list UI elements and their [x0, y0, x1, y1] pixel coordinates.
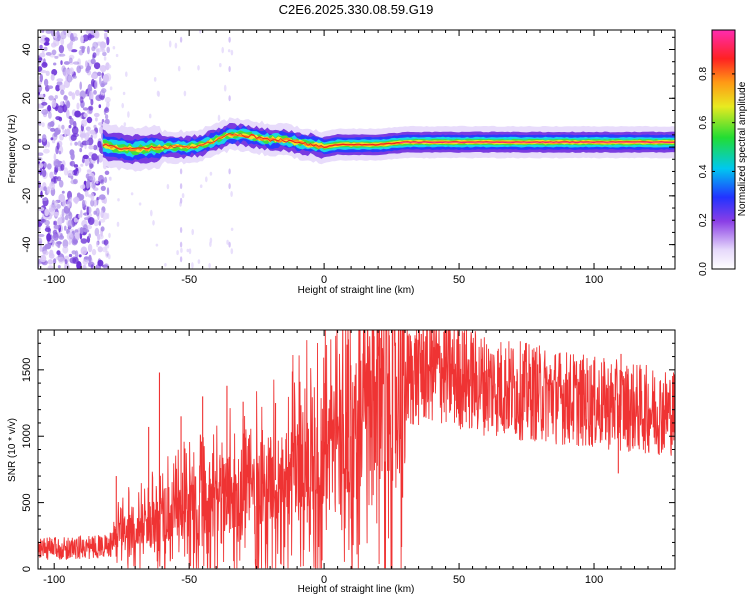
x-tick-label: 50 — [453, 574, 465, 586]
spectrogram-frame — [37, 29, 676, 270]
spectrogram-x-axis-label: Height of straight line (km) — [298, 285, 415, 296]
snr-x-axis-label: Height of straight line (km) — [298, 584, 415, 595]
spectrogram-image — [38, 30, 675, 269]
y-tick-label: 20 — [21, 92, 33, 104]
signal-ridge — [102, 117, 675, 172]
y-tick-label: 1500 — [21, 358, 33, 382]
y-tick-label: 0 — [21, 566, 33, 572]
y-tick-label: 0 — [21, 144, 33, 150]
x-tick-label: -100 — [43, 274, 65, 286]
spectrogram-y-axis-label: Frequency (Hz) — [7, 115, 18, 184]
y-tick-label: 40 — [21, 43, 33, 55]
colorbar-tick-label: 0.6 — [698, 115, 709, 129]
x-tick-label: -50 — [181, 274, 197, 286]
y-tick-label: -40 — [21, 237, 33, 253]
snr-line — [38, 330, 675, 569]
chart-title: C2E6.2025.330.08.59.G19 — [279, 2, 434, 17]
snr-y-axis-label: SNR (10 * v/v) — [7, 418, 18, 482]
x-tick-label: 0 — [321, 274, 327, 286]
x-tick-label: 100 — [585, 574, 603, 586]
ridge-band — [102, 133, 675, 152]
x-tick-label: -100 — [43, 574, 65, 586]
colorbar-tick-label: 0.4 — [698, 164, 709, 178]
ridge-band — [102, 132, 675, 150]
noise-region — [38, 30, 234, 269]
y-tick-label: 500 — [21, 493, 33, 511]
snr-series — [38, 330, 675, 569]
x-tick-label: 100 — [585, 274, 603, 286]
ridge-core — [399, 141, 675, 143]
x-tick-label: 50 — [453, 274, 465, 286]
colorbar-tick-label: 0.0 — [698, 262, 709, 276]
colorbar: 0.0 0.2 0.4 0.6 0.8 — [698, 29, 736, 276]
colorbar-label: Normalized spectral amplitude — [737, 81, 748, 216]
y-tick-label: -20 — [21, 188, 33, 204]
spectrogram-panel: -100 -50 0 50 100 -40 -20 0 20 40 — [21, 29, 676, 286]
x-tick-label: -50 — [181, 574, 197, 586]
colorbar-tick-label: 0.8 — [698, 67, 709, 81]
colorbar-gradient — [711, 29, 736, 270]
x-tick-label: 0 — [321, 574, 327, 586]
y-tick-label: 1000 — [21, 424, 33, 448]
colorbar-tick-label: 0.2 — [698, 213, 709, 227]
